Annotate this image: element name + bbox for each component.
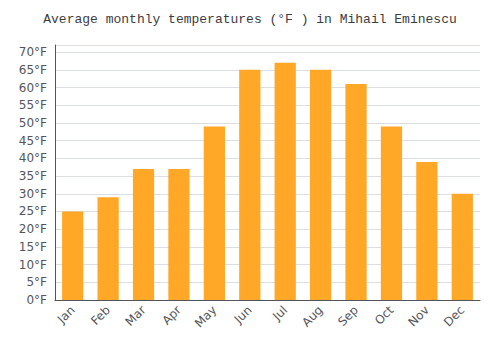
svg-text:Average monthly temperatures (: Average monthly temperatures (°F ) in Mi… <box>43 12 456 27</box>
svg-text:65°F: 65°F <box>19 63 47 77</box>
svg-text:45°F: 45°F <box>19 134 47 148</box>
svg-text:15°F: 15°F <box>19 240 47 254</box>
svg-text:Jul: Jul <box>269 303 290 324</box>
svg-text:10°F: 10°F <box>19 258 47 272</box>
svg-text:Mar: Mar <box>123 303 149 329</box>
svg-text:May: May <box>192 303 219 330</box>
svg-text:Nov: Nov <box>405 303 431 329</box>
svg-text:55°F: 55°F <box>19 98 47 112</box>
svg-text:Oct: Oct <box>372 303 397 328</box>
svg-text:60°F: 60°F <box>19 81 47 95</box>
svg-text:Sep: Sep <box>335 303 361 329</box>
svg-text:Feb: Feb <box>88 303 113 328</box>
svg-text:Aug: Aug <box>299 303 325 329</box>
svg-text:Apr: Apr <box>159 303 184 328</box>
svg-text:35°F: 35°F <box>19 169 47 183</box>
svg-text:Jun: Jun <box>231 303 255 327</box>
svg-text:Jan: Jan <box>54 303 78 327</box>
svg-text:20°F: 20°F <box>19 222 47 236</box>
svg-text:0°F: 0°F <box>26 293 47 307</box>
svg-text:40°F: 40°F <box>19 151 47 165</box>
svg-text:5°F: 5°F <box>26 275 47 289</box>
svg-text:50°F: 50°F <box>19 116 47 130</box>
svg-text:30°F: 30°F <box>19 187 47 201</box>
svg-text:Dec: Dec <box>441 303 467 329</box>
svg-text:70°F: 70°F <box>19 45 47 59</box>
svg-text:25°F: 25°F <box>19 204 47 218</box>
